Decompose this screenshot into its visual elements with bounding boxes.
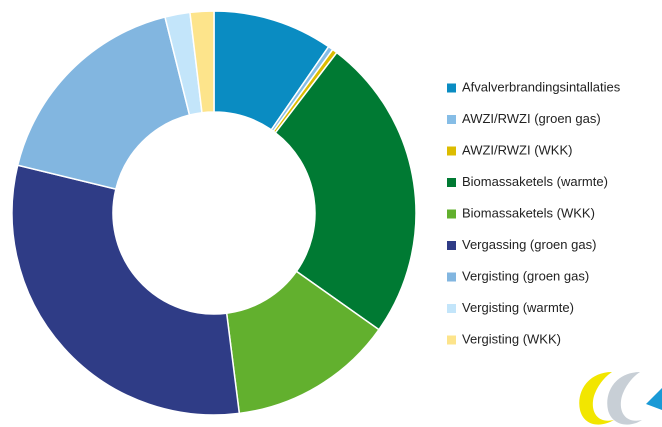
legend-label: Vergisting (warmte) (462, 300, 574, 315)
legend-swatch (447, 304, 456, 313)
legend-swatch (447, 83, 456, 93)
legend-label: Biomassaketels (warmte) (462, 174, 608, 189)
legend-swatch (447, 335, 456, 345)
legend-swatch (447, 178, 456, 187)
legend-label: Vergassing (groen gas) (462, 237, 596, 252)
legend-swatch (447, 115, 456, 124)
legend-swatch (447, 209, 456, 219)
legend-label: Biomassaketels (WKK) (462, 205, 595, 220)
legend-swatch (447, 272, 456, 282)
slice (189, 10, 215, 114)
legend-label: Vergisting (groen gas) (462, 268, 589, 283)
legend-swatch (447, 241, 456, 250)
legend-swatch (447, 146, 456, 156)
legend-label: AWZI/RWZI (groen gas) (462, 111, 601, 126)
legend-label: AWZI/RWZI (WKK) (462, 142, 572, 157)
slice (274, 51, 417, 331)
slice (11, 164, 241, 416)
logo (579, 372, 662, 425)
legend-label: Vergisting (WKK) (462, 331, 561, 346)
legend-label: Afvalverbrandingsintallaties (462, 79, 621, 94)
slice (16, 16, 191, 191)
